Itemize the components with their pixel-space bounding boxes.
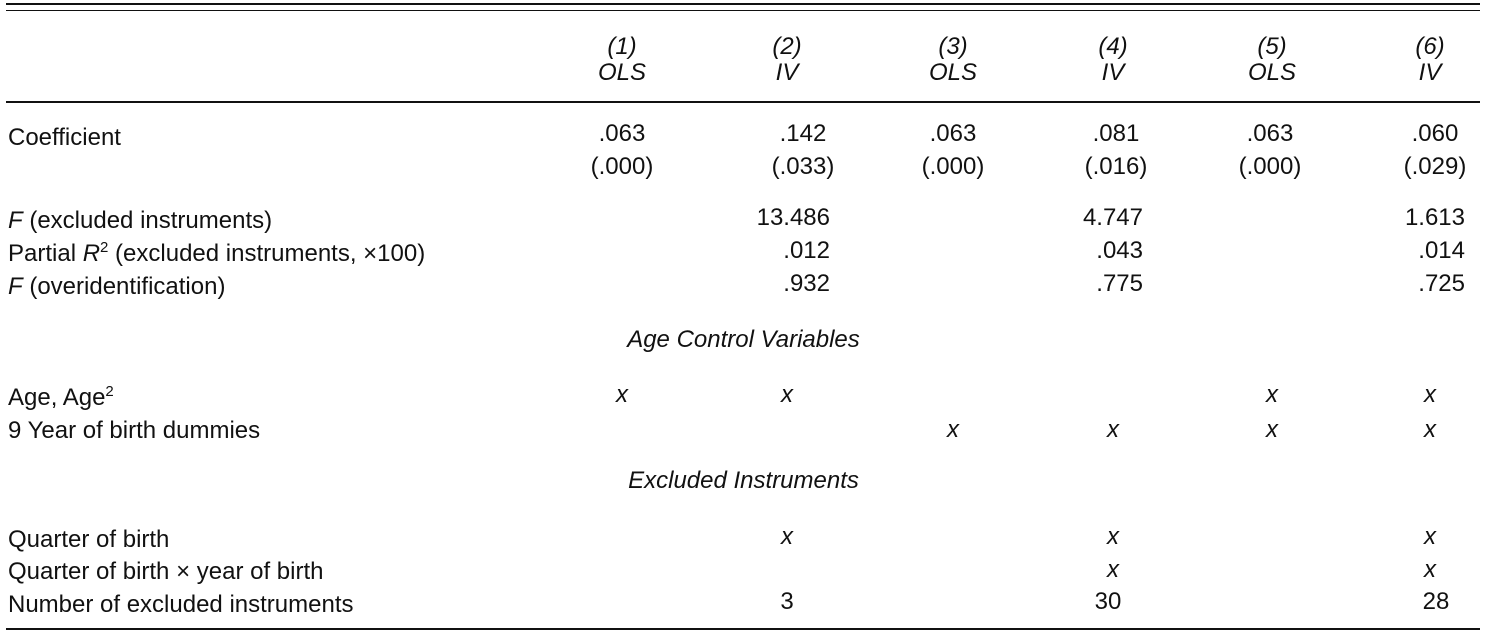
f-symbol: F	[8, 273, 23, 300]
r-squared-superscript: 2	[100, 239, 109, 256]
qobyob-mark: x	[1107, 556, 1119, 583]
qob-mark: x	[1424, 523, 1436, 550]
column-header-2-number: (2)	[772, 33, 802, 60]
column-header-5-number: (5)	[1257, 33, 1287, 60]
section-title-age-controls: Age Control Variables	[627, 326, 860, 353]
partial-r2-label: Partial R2 (excluded instruments, ×100)	[8, 240, 425, 268]
f-excluded-col6: 1.613	[1404, 204, 1465, 231]
partial-r2-prefix: Partial	[8, 240, 83, 267]
f-excluded-col2: 13.486	[756, 204, 830, 231]
column-header-6-number: (6)	[1415, 33, 1445, 60]
f-overid-col6: .725	[1418, 270, 1465, 297]
yob-mark: x	[1107, 416, 1119, 443]
qob-mark: x	[781, 523, 793, 550]
coefficient-se: (.016)	[1084, 153, 1148, 180]
f-overid-label: F (overidentification)	[8, 273, 225, 301]
column-header-4-method: IV	[1101, 59, 1125, 86]
coefficient-se: (.033)	[771, 153, 835, 180]
coefficient-value: .142	[779, 120, 827, 147]
count-col4: 30	[1094, 588, 1122, 615]
bottom-rule	[6, 628, 1480, 630]
f-excluded-label: F (excluded instruments)	[8, 207, 272, 235]
section-title-excluded-instruments: Excluded Instruments	[628, 467, 859, 494]
column-header-2-method: IV	[775, 59, 799, 86]
coefficient-value: .081	[1092, 120, 1140, 147]
coefficient-value: .060	[1411, 120, 1459, 147]
age-mark: x	[1424, 381, 1436, 408]
qobyob-row-label: Quarter of birth × year of birth	[8, 558, 324, 585]
coefficient-se: (.029)	[1403, 153, 1467, 180]
f-overid-col2: .932	[783, 270, 830, 297]
partial-r2-col2: .012	[783, 237, 830, 264]
coefficient-se: (.000)	[1238, 153, 1302, 180]
age-row-label: Age, Age2	[8, 384, 114, 412]
partial-r2-col6: .014	[1418, 237, 1465, 264]
yob-mark: x	[1266, 416, 1278, 443]
yob-mark: x	[947, 416, 959, 443]
top-rule-thin	[6, 10, 1480, 11]
column-header-6-method: IV	[1418, 59, 1442, 86]
coefficient-value: .063	[598, 120, 646, 147]
column-header-1-method: OLS	[597, 59, 647, 86]
coefficient-se: (.000)	[590, 153, 654, 180]
partial-r2-col4: .043	[1096, 237, 1143, 264]
top-rule	[6, 3, 1480, 5]
coefficient-value: .063	[1246, 120, 1294, 147]
column-header-3-number: (3)	[938, 33, 968, 60]
count-col2: 3	[780, 588, 794, 615]
f-symbol: F	[8, 207, 23, 234]
f-excluded-col4: 4.747	[1082, 204, 1143, 231]
coefficient-value: .063	[929, 120, 977, 147]
qobyob-mark: x	[1424, 556, 1436, 583]
count-row-label: Number of excluded instruments	[8, 591, 354, 618]
yob-row-label: 9 Year of birth dummies	[8, 417, 261, 444]
column-header-4-number: (4)	[1098, 33, 1128, 60]
f-overid-col4: .775	[1096, 270, 1143, 297]
qob-mark: x	[1107, 523, 1119, 550]
column-header-3-method: OLS	[928, 59, 978, 86]
coefficient-label: Coefficient	[8, 124, 121, 151]
yob-mark: x	[1424, 416, 1436, 443]
age-mark: x	[1266, 381, 1278, 408]
count-col6: 28	[1422, 588, 1450, 615]
coefficient-se: (.000)	[921, 153, 985, 180]
age-squared-superscript: 2	[105, 383, 114, 400]
age-row-label-text: Age, Age	[8, 384, 106, 411]
qob-row-label: Quarter of birth	[8, 526, 170, 553]
f-overid-label-text: (overidentification)	[22, 273, 226, 300]
header-rule	[6, 101, 1480, 103]
r-symbol: R	[82, 240, 101, 267]
partial-r2-label-text: (excluded instruments, ×100)	[108, 240, 426, 267]
age-mark: x	[616, 381, 628, 408]
f-excluded-label-text: (excluded instruments)	[22, 207, 273, 234]
column-header-1-number: (1)	[607, 33, 637, 60]
column-header-5-method: OLS	[1247, 59, 1297, 86]
age-mark: x	[781, 381, 793, 408]
